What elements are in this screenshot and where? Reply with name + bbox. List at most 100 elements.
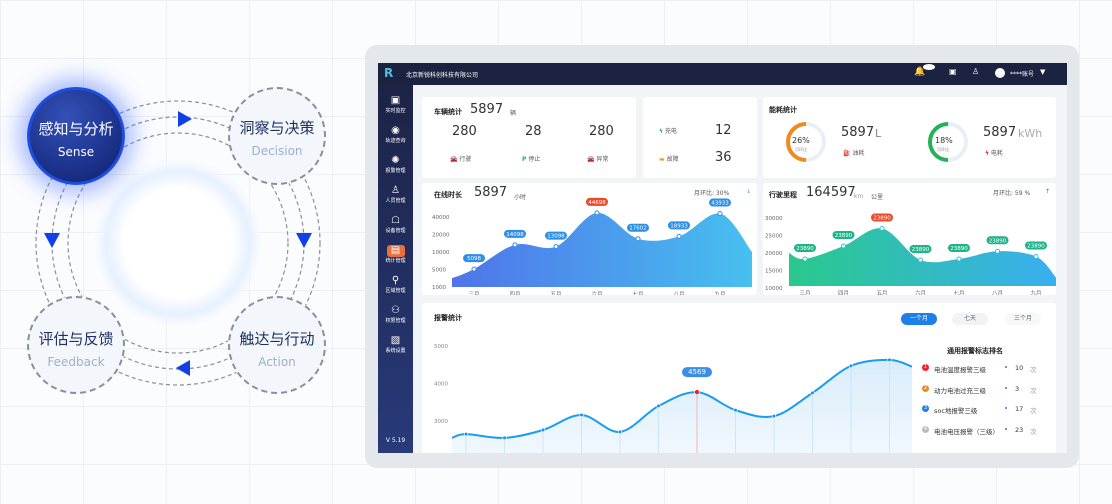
unit: 公里 [871,194,884,201]
x-tick-label: 三月 [799,290,810,295]
app-header: R 北京新锐科创科技有限公司 🔔 ▣ ♙ ****账号 ▼ [378,63,1067,85]
data-point [694,389,700,395]
rank-count: 10 [1015,364,1024,372]
data-point [717,211,723,217]
rank-name: 电池电压报警（三级） [934,427,999,436]
y-tick-label: 1000 [432,285,446,291]
shirt-icon[interactable]: ♙ [972,67,980,76]
x-tick-label: 三月 [468,291,479,295]
data-point [802,256,808,262]
data-point [841,243,846,249]
book-icon[interactable]: ▣ [949,67,957,76]
oil-gauge [786,122,826,162]
tab-one-month[interactable]: 一个月 [901,313,937,325]
cycle-node-feedback: 评估与反馈 Feedback [27,296,125,394]
data-label: 43933 [711,201,729,207]
rank-unit: 次 [1030,386,1037,395]
data-label: 5098 [467,256,481,262]
x-tick-label: 九月 [1030,289,1041,295]
avatar-icon[interactable] [995,68,1005,78]
sidebar-item-statistics[interactable]: ▤ 统计管理 [385,245,406,264]
rank-count: 23 [1015,425,1024,434]
data-point [594,210,600,216]
fault-count: 36 [715,150,732,165]
tab-three-months[interactable]: 三个月 [1005,313,1041,325]
chevron-down-icon[interactable]: ▼ [1040,68,1046,76]
data-label: 23890 [1027,244,1045,250]
online-duration-card: 在线时长 5897 小时 月环比: 30% ↓ 40000 20000 10000 5… [422,183,757,295]
chart-title: 行驶里程 [769,191,797,199]
device-icon: ☖ [391,215,400,226]
fault-label: 故障 [666,156,679,163]
electric-pct-sub: 月环比 [937,147,949,152]
data-point [956,256,962,262]
tab-seven-days[interactable]: 七天 [952,313,988,325]
unit: 辆 [510,110,517,117]
lightning-icon: ϟ [985,150,989,157]
settings-icon: ▧ [390,335,401,346]
rank-unit: 次 [1030,427,1037,436]
rank-badge-icon: 2 [922,384,929,392]
message-icon[interactable] [923,64,935,70]
data-label: 23890 [989,238,1007,244]
online-total: 5897 [474,185,508,200]
car-icon: 🚘 [450,156,458,163]
series-area [452,212,752,287]
oil-label: 油耗 [852,150,865,157]
data-point [848,363,854,368]
y-tick-label: 10000 [432,250,450,256]
data-label-bg [832,231,855,239]
x-tick-label: 八月 [992,290,1003,295]
data-point [995,248,1000,254]
y-tick-label: 20000 [432,233,450,239]
ranking-item: 4 电池电压报警（三级） 23 次 [912,425,1052,447]
driving-count: 280 [452,124,477,139]
rank-name: soc地报警三级 [934,407,978,415]
ranking-list: 1 电池温度报警三级 10 次 2 动力电池过充三级 3 次 3 soc地报警三级 17 次 4 电池电压… [912,364,1052,446]
data-label-bg [682,367,712,378]
data-point [617,429,623,434]
data-point [512,242,518,248]
sidebar-item-settings[interactable]: ▧ 系统设置 [378,331,413,361]
series-line [451,358,912,439]
rank-badge-icon: 4 [922,425,929,433]
company-name: 北京新锐科创科技有限公司 [406,72,479,79]
card-title: 车辆统计 [434,108,462,116]
month-on-month: 月环比: 30% [694,190,730,197]
version-label: V 5.19 [385,437,406,444]
sidebar-item-region[interactable]: ⚲ 区域管理 [378,271,413,301]
data-label: 13098 [547,234,565,240]
ranking-item: 3 soc地报警三级 17 次 [912,405,1052,426]
sidebar-item-permission[interactable]: ⚇ 权限管理 [378,301,413,331]
sidebar-item-staff[interactable]: ♙ 人员管理 [378,181,413,211]
sidebar-item-device[interactable]: ☖ 设备管理 [378,211,413,241]
x-tick-label: 四月 [838,290,849,295]
alarm-bell-icon[interactable]: 🔔 [914,67,926,77]
data-point [502,435,507,440]
arrow-down-icon [44,233,60,248]
sidebar-item-monitor[interactable]: ▣ 实时监控 [378,91,413,121]
sidebar-item-alarm[interactable]: ✺ 报警管理 [378,151,413,181]
x-tick-label: 九月 [714,290,725,295]
electric-pct: 18% [935,136,953,145]
rank-count: 17 [1015,405,1024,413]
sidebar-item-track[interactable]: ◉ 轨迹查询 [378,121,413,151]
arrow-down-icon: ↓ [746,188,752,195]
dot-icon [1005,386,1007,389]
data-point [887,357,892,362]
y-tick-label: 25000 [765,234,783,240]
cycle-connectors [35,100,321,386]
data-point [471,266,477,272]
alarm-chart: 5000 4000 3000 4569 [434,344,912,453]
rank-name: 电池温度报警三级 [934,366,986,374]
data-point [733,408,738,413]
oil-unit: L [875,127,882,140]
data-label-bg [504,229,526,238]
parking-icon: P [522,156,527,163]
main-content: 车辆统计 5897 辆 280 28 280 🚘 行驶 P 停止 🚘 异常 ϟ … [413,85,1067,453]
data-point [1033,254,1039,259]
rank-count: 3 [1015,384,1020,393]
account-menu[interactable]: ****账号 [1010,71,1035,78]
mileage-chart: 30000 25000 20000 15000 10000 23890 三月 23890 四月 2… [765,213,1056,295]
x-tick-label: 八月 [673,291,684,295]
